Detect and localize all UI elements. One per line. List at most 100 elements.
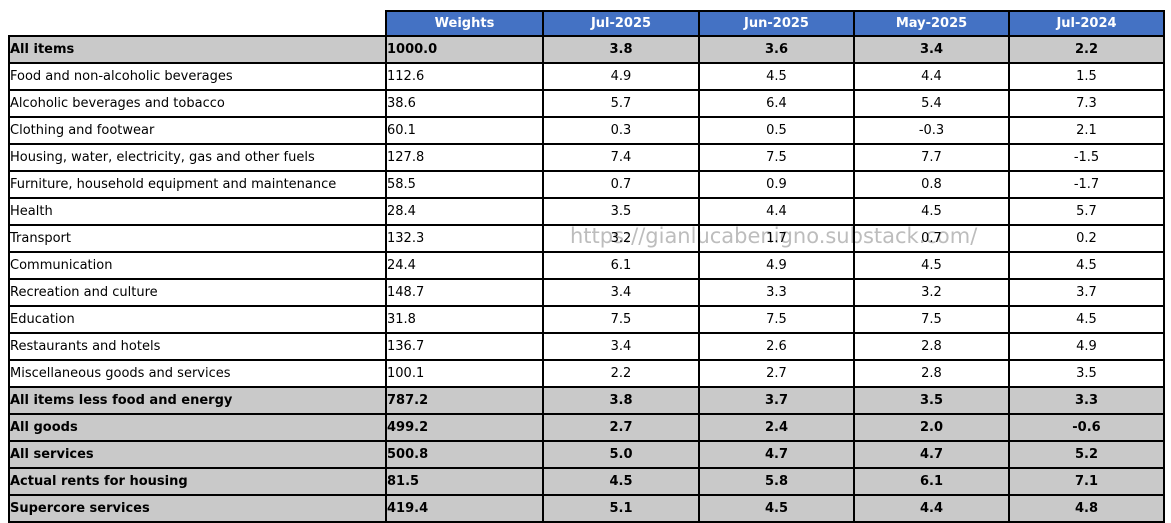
table-row: All items 1000.0 3.8 3.6 3.4 2.2 — [8, 35, 1165, 64]
value-cell: 4.5 — [542, 467, 700, 496]
header-row: Weights Jul-2025 Jun-2025 May-2025 Jul-2024 — [9, 10, 1165, 37]
value-cell: -0.3 — [853, 116, 1010, 145]
table-row: Education 31.8 7.5 7.5 7.5 4.5 — [8, 305, 1165, 334]
value-cell: 0.3 — [542, 116, 700, 145]
row-label: Transport — [8, 224, 387, 253]
table-row: All items less food and energy 787.2 3.8 3.… — [8, 386, 1165, 415]
value-cell: 3.4 — [542, 278, 700, 307]
column-header: Jul-2025 — [542, 10, 700, 37]
value-cell: 2.1 — [1008, 116, 1165, 145]
weight-cell: 58.5 — [385, 170, 544, 199]
value-cell: 3.4 — [542, 332, 700, 361]
value-cell: 0.7 — [542, 170, 700, 199]
weight-cell: 148.7 — [385, 278, 544, 307]
value-cell: 4.4 — [853, 62, 1010, 91]
table-row: Communication 24.4 6.1 4.9 4.5 4.5 — [8, 251, 1165, 280]
table-row: Miscellaneous goods and services 100.1 2.2… — [8, 359, 1165, 388]
table-row: Transport 132.3 3.2 1.7 0.7 0.2 — [8, 224, 1165, 253]
table-row: Supercore services 419.4 5.1 4.5 4.4 4.8 — [8, 494, 1165, 523]
weight-cell: 81.5 — [385, 467, 544, 496]
value-cell: 7.5 — [698, 305, 855, 334]
value-cell: 7.5 — [698, 143, 855, 172]
weight-cell: 31.8 — [385, 305, 544, 334]
value-cell: 7.3 — [1008, 89, 1165, 118]
row-label: Communication — [8, 251, 387, 280]
value-cell: 5.2 — [1008, 440, 1165, 469]
value-cell: 5.1 — [542, 494, 700, 523]
row-label: Furniture, household equipment and maint… — [8, 170, 387, 199]
cpi-inflation-table: Weights Jul-2025 Jun-2025 May-2025 Jul-2024 … — [8, 10, 1165, 523]
row-label: All goods — [8, 413, 387, 442]
value-cell: 7.4 — [542, 143, 700, 172]
value-cell: 7.5 — [853, 305, 1010, 334]
row-label: Health — [8, 197, 387, 226]
value-cell: 7.1 — [1008, 467, 1165, 496]
row-label: Housing, water, electricity, gas and oth… — [8, 143, 387, 172]
weight-cell: 112.6 — [385, 62, 544, 91]
weight-cell: 787.2 — [385, 386, 544, 415]
value-cell: 3.3 — [1008, 386, 1165, 415]
row-label: Alcoholic beverages and tobacco — [8, 89, 387, 118]
table-row: All services 500.8 5.0 4.7 4.7 5.2 — [8, 440, 1165, 469]
value-cell: 4.5 — [698, 494, 855, 523]
row-label: All services — [8, 440, 387, 469]
value-cell: 3.7 — [698, 386, 855, 415]
value-cell: 2.8 — [853, 359, 1010, 388]
value-cell: 3.5 — [853, 386, 1010, 415]
value-cell: 5.0 — [542, 440, 700, 469]
value-cell: 3.2 — [542, 224, 700, 253]
value-cell: 4.7 — [853, 440, 1010, 469]
weight-cell: 1000.0 — [385, 35, 544, 64]
value-cell: 0.9 — [698, 170, 855, 199]
value-cell: 2.7 — [542, 413, 700, 442]
column-header: Jun-2025 — [698, 10, 855, 37]
weight-cell: 419.4 — [385, 494, 544, 523]
value-cell: 3.8 — [542, 386, 700, 415]
value-cell: 4.9 — [698, 251, 855, 280]
value-cell: 3.4 — [853, 35, 1010, 64]
value-cell: 2.7 — [698, 359, 855, 388]
value-cell: 4.7 — [698, 440, 855, 469]
value-cell: 5.7 — [1008, 197, 1165, 226]
column-header: May-2025 — [853, 10, 1010, 37]
table-row: Food and non-alcoholic beverages 112.6 4.9… — [8, 62, 1165, 91]
row-label: Clothing and footwear — [8, 116, 387, 145]
weight-cell: 499.2 — [385, 413, 544, 442]
table-row: Housing, water, electricity, gas and oth… — [8, 143, 1165, 172]
value-cell: 0.2 — [1008, 224, 1165, 253]
weight-cell: 24.4 — [385, 251, 544, 280]
value-cell: 3.7 — [1008, 278, 1165, 307]
value-cell: 2.4 — [698, 413, 855, 442]
value-cell: 4.5 — [698, 62, 855, 91]
weight-cell: 38.6 — [385, 89, 544, 118]
value-cell: 4.5 — [853, 251, 1010, 280]
value-cell: 3.8 — [542, 35, 700, 64]
weight-cell: 136.7 — [385, 332, 544, 361]
value-cell: 0.5 — [698, 116, 855, 145]
value-cell: 6.1 — [853, 467, 1010, 496]
value-cell: 0.8 — [853, 170, 1010, 199]
table-row: All goods 499.2 2.7 2.4 2.0 -0.6 — [8, 413, 1165, 442]
value-cell: 4.5 — [1008, 305, 1165, 334]
value-cell: -1.7 — [1008, 170, 1165, 199]
value-cell: 3.2 — [853, 278, 1010, 307]
weight-cell: 500.8 — [385, 440, 544, 469]
value-cell: 4.9 — [542, 62, 700, 91]
row-label: Restaurants and hotels — [8, 332, 387, 361]
value-cell: 3.6 — [698, 35, 855, 64]
value-cell: 3.3 — [698, 278, 855, 307]
header-blank-cell — [9, 11, 386, 36]
value-cell: 6.1 — [542, 251, 700, 280]
column-header: Weights — [385, 10, 544, 37]
value-cell: 7.7 — [853, 143, 1010, 172]
row-label: Miscellaneous goods and services — [8, 359, 387, 388]
value-cell: 1.5 — [1008, 62, 1165, 91]
value-cell: 4.9 — [1008, 332, 1165, 361]
value-cell: 4.5 — [1008, 251, 1165, 280]
value-cell: 0.7 — [853, 224, 1010, 253]
value-cell: 2.8 — [853, 332, 1010, 361]
table-row: Restaurants and hotels 136.7 3.4 2.6 2.8 4.9 — [8, 332, 1165, 361]
value-cell: 5.4 — [853, 89, 1010, 118]
table-row: Health 28.4 3.5 4.4 4.5 5.7 — [8, 197, 1165, 226]
value-cell: 2.0 — [853, 413, 1010, 442]
